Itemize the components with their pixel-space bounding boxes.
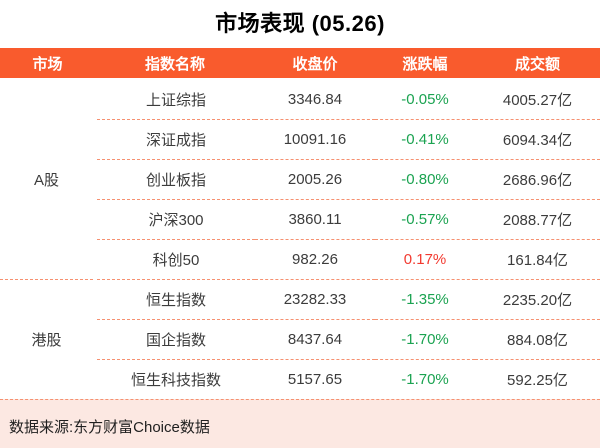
change-percent: 0.17% xyxy=(375,239,475,280)
page-title: 市场表现 (05.26) xyxy=(215,11,385,36)
column-header-market: 市场 xyxy=(0,48,95,80)
column-header-turnover: 成交额 xyxy=(475,48,600,80)
index-name: 国企指数 xyxy=(95,319,255,360)
change-percent: -1.70% xyxy=(375,319,475,360)
market-group-label-hk: 港股 xyxy=(0,279,97,399)
column-header-index: 指数名称 xyxy=(95,48,255,80)
table-row: 沪深300 3860.11 -0.57% 2088.77亿 xyxy=(0,199,600,240)
close-price: 3346.84 xyxy=(255,79,375,120)
index-name: 上证综指 xyxy=(95,79,255,120)
data-source-text: 数据来源:东方财富Choice数据 xyxy=(9,419,210,436)
turnover: 4005.27亿 xyxy=(475,79,600,120)
index-name: 恒生科技指数 xyxy=(95,359,255,399)
close-price: 2005.26 xyxy=(255,159,375,200)
change-percent: -0.80% xyxy=(375,159,475,200)
column-header-change: 涨跌幅 xyxy=(375,48,475,80)
table-row: 创业板指 2005.26 -0.80% 2686.96亿 xyxy=(0,159,600,200)
change-percent: -1.70% xyxy=(375,359,475,399)
change-percent: -0.41% xyxy=(375,119,475,160)
turnover: 884.08亿 xyxy=(475,319,600,360)
data-source-footer: 数据来源:东方财富Choice数据 xyxy=(0,399,600,448)
table-row: A股 上证综指 3346.84 -0.05% 4005.27亿 xyxy=(0,79,600,280)
turnover: 6094.34亿 xyxy=(475,119,600,160)
table-header-row: 市场 指数名称 收盘价 涨跌幅 成交额 xyxy=(0,48,600,80)
table-row: 港股 恒生指数 23282.33 -1.35% 2235.20亿 xyxy=(0,279,600,399)
table-row: 科创50 982.26 0.17% 161.84亿 xyxy=(0,239,600,280)
table-row: 国企指数 8437.64 -1.70% 884.08亿 xyxy=(0,319,600,360)
index-name: 科创50 xyxy=(95,239,255,280)
turnover: 161.84亿 xyxy=(475,239,600,280)
turnover: 2088.77亿 xyxy=(475,199,600,240)
close-price: 982.26 xyxy=(255,239,375,280)
change-percent: -0.57% xyxy=(375,199,475,240)
market-table: 市场 指数名称 收盘价 涨跌幅 成交额 A股 上证综指 3346.84 -0.0… xyxy=(0,48,600,399)
close-price: 8437.64 xyxy=(255,319,375,360)
turnover: 2686.96亿 xyxy=(475,159,600,200)
index-name: 深证成指 xyxy=(95,119,255,160)
index-name: 恒生指数 xyxy=(95,279,255,320)
table-row: 恒生科技指数 5157.65 -1.70% 592.25亿 xyxy=(0,359,600,399)
close-price: 5157.65 xyxy=(255,359,375,399)
column-header-close: 收盘价 xyxy=(255,48,375,80)
index-name: 创业板指 xyxy=(95,159,255,200)
close-price: 10091.16 xyxy=(255,119,375,160)
close-price: 3860.11 xyxy=(255,199,375,240)
index-name: 沪深300 xyxy=(95,199,255,240)
change-percent: -1.35% xyxy=(375,279,475,320)
market-group-label-a-share: A股 xyxy=(0,79,97,280)
close-price: 23282.33 xyxy=(255,279,375,320)
turnover: 592.25亿 xyxy=(475,359,600,399)
table-row: 深证成指 10091.16 -0.41% 6094.34亿 xyxy=(0,119,600,160)
turnover: 2235.20亿 xyxy=(475,279,600,320)
change-percent: -0.05% xyxy=(375,79,475,120)
